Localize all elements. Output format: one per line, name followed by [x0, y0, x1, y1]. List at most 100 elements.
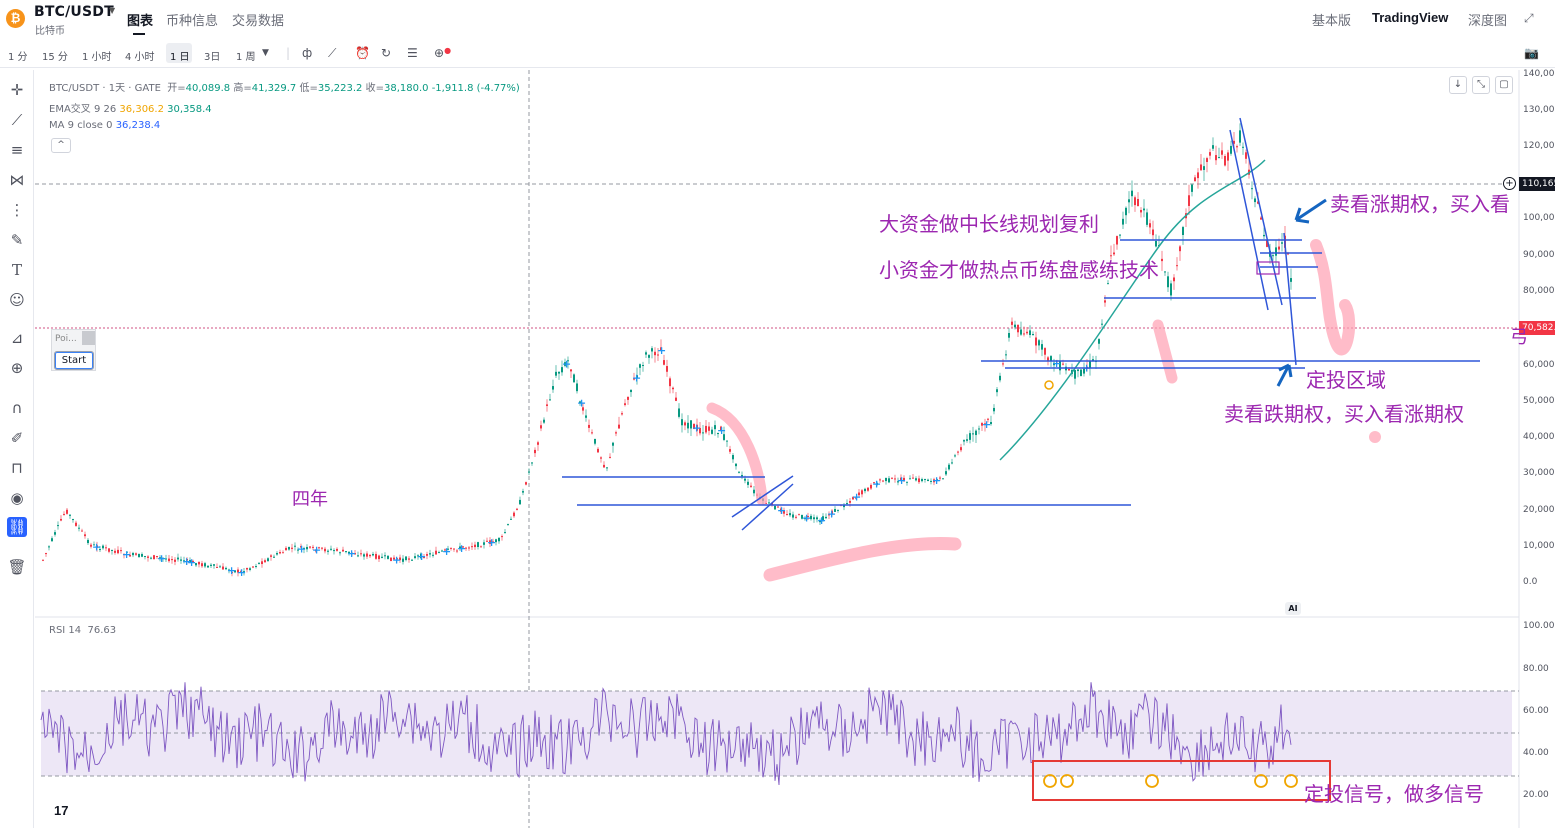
alert-icon[interactable]: ⏰ — [355, 46, 370, 60]
magnet-icon[interactable]: ∩ — [11, 399, 23, 417]
tab-chart[interactable]: 图表 — [127, 14, 154, 29]
candle-body — [435, 550, 437, 555]
timeframe-4h[interactable]: 4 小时 — [125, 52, 155, 63]
timeframe-1h[interactable]: 1 小时 — [82, 52, 112, 63]
annotation-big-money[interactable]: 大资金做中长线规划复利 — [879, 212, 1099, 236]
price-chart-canvas[interactable]: ++ + +++ ++ + + + + + + ++++++ +++ ++++ + +++ + — [35, 70, 1555, 828]
timeframe-dropdown-icon[interactable]: ▼ — [262, 48, 269, 58]
ai-badge[interactable]: AI — [1285, 602, 1301, 615]
candle-body — [669, 378, 671, 387]
text-icon[interactable]: T — [11, 261, 22, 279]
timeframe-1m[interactable]: 1 分 — [8, 52, 28, 63]
timeframe-1d[interactable]: 1 日 — [170, 52, 190, 63]
candle-body — [798, 514, 800, 516]
start-button[interactable]: Start — [54, 351, 94, 370]
expand-icon[interactable]: ⤢ — [1524, 11, 1534, 25]
candle-body — [492, 541, 494, 543]
add-icon[interactable]: ⊕● — [434, 46, 452, 60]
lock-drawing-icon[interactable]: ✐ — [10, 429, 24, 447]
candle-body — [888, 478, 890, 483]
candle-body — [72, 519, 74, 521]
annotation-dca-zone[interactable]: 定投区域 — [1306, 368, 1386, 392]
crosshair-icon[interactable]: ✛ — [10, 81, 24, 99]
signal-circle — [1284, 774, 1298, 788]
candle-body — [432, 554, 434, 556]
candle-body — [315, 549, 317, 552]
candle-body — [456, 550, 458, 552]
low-value: 35,223.2 — [317, 83, 363, 94]
rsi-scale-label: 100.00 — [1523, 621, 1555, 631]
annotation-sell-put[interactable]: 卖看跌期权，买入看涨期权 — [1224, 402, 1464, 426]
ruler-icon[interactable]: ⊿ — [10, 329, 24, 347]
collapse-pane-icon[interactable]: ⤡ — [1472, 76, 1490, 94]
arrow-down-icon[interactable]: ↓ — [1449, 76, 1467, 94]
annotation-four-year[interactable]: 四年 — [292, 489, 328, 510]
annotation-dca-signal[interactable]: 定投信号，做多信号 — [1304, 782, 1484, 806]
tradingview-button[interactable]: TradingView — [1372, 10, 1449, 25]
eye-icon[interactable]: ◉ — [10, 489, 24, 507]
candle-body — [342, 549, 344, 552]
brush-icon[interactable]: ✎ — [10, 231, 24, 249]
candle-body — [1149, 223, 1151, 228]
fib-icon[interactable]: ≡ — [10, 141, 24, 159]
candle-body — [879, 479, 881, 481]
layout-icon[interactable]: ☰ — [407, 46, 418, 60]
pattern-icon[interactable]: ⋈ — [9, 171, 25, 189]
tradingview-logo[interactable]: 17 — [54, 803, 69, 818]
poi-close-button[interactable] — [82, 331, 95, 345]
add-alert-icon[interactable]: + — [1503, 177, 1516, 190]
candle-body — [1254, 198, 1256, 203]
zoom-icon[interactable]: ⊕ — [10, 359, 24, 377]
candle-body — [1215, 155, 1217, 161]
candle-body — [1020, 329, 1022, 335]
tab-trade-data[interactable]: 交易数据 — [232, 14, 285, 29]
candle-body — [1227, 152, 1229, 161]
timeframe-15m[interactable]: 15 分 — [42, 52, 68, 63]
depth-chart-button[interactable]: 深度图 — [1468, 14, 1508, 29]
emoji-icon[interactable]: ☺ — [9, 291, 25, 309]
open-value: 40,089.8 — [185, 83, 231, 94]
trend-line-icon[interactable]: ⟋ — [11, 111, 23, 129]
candle-body — [552, 386, 554, 390]
candle-body — [693, 423, 695, 430]
tab-coin-info[interactable]: 币种信息 — [166, 14, 219, 29]
basic-view-button[interactable]: 基本版 — [1312, 14, 1352, 29]
candle-body — [990, 422, 992, 425]
price-label: 140,000.0 — [1523, 69, 1555, 79]
symbol-selector[interactable]: BTC/USDT — [34, 4, 114, 20]
ma-legend[interactable]: MA 9 close 0 36,238.4 — [49, 120, 160, 131]
annotation-partial[interactable]: 弓 — [1510, 327, 1528, 348]
ema-line — [999, 159, 1266, 461]
signal-cross-marker: + — [227, 564, 236, 577]
candle-body — [354, 553, 356, 555]
timeframe-3d[interactable]: 3日 — [204, 52, 221, 63]
link-icon[interactable]: ⛓ — [7, 517, 27, 537]
candle-body — [45, 553, 47, 555]
replay-icon[interactable]: ↻ — [381, 46, 392, 60]
annotation-sell-call[interactable]: 卖看涨期权，买入看 — [1330, 192, 1510, 216]
candle-body — [1059, 360, 1061, 371]
signal-cross-marker: + — [182, 555, 191, 568]
lock-icon[interactable]: ⊓ — [11, 459, 23, 477]
candles-icon[interactable]: ф — [302, 46, 313, 60]
low-label: 低= — [299, 83, 318, 94]
trash-icon[interactable]: 🗑 — [7, 558, 27, 576]
candle-body — [1098, 339, 1100, 344]
candle-body — [942, 478, 944, 480]
rsi-scale-label: 40.00 — [1523, 748, 1549, 758]
candle-body — [687, 422, 689, 429]
camera-icon[interactable]: 📷 — [1524, 46, 1539, 60]
forecast-icon[interactable]: ⋮ — [9, 201, 25, 219]
collapse-legend-button[interactable]: ^ — [51, 138, 71, 153]
timeframe-1w[interactable]: 1 周 — [236, 52, 256, 63]
candle-body — [252, 566, 254, 568]
candle-body — [1074, 370, 1076, 379]
annotation-small-money[interactable]: 小资金才做热点币练盘感练技术 — [879, 258, 1159, 282]
ema-legend[interactable]: EMA交叉 9 26 36,306.2 30,358.4 — [49, 100, 212, 115]
maximize-pane-icon[interactable]: ▢ — [1495, 76, 1513, 94]
chevron-down-icon[interactable]: ▼ — [109, 6, 116, 15]
rsi-legend[interactable]: RSI 14 76.63 — [49, 625, 116, 636]
indicators-icon[interactable]: ⟋ — [328, 46, 337, 60]
candle-body — [1233, 140, 1235, 144]
candle-body — [630, 389, 632, 393]
